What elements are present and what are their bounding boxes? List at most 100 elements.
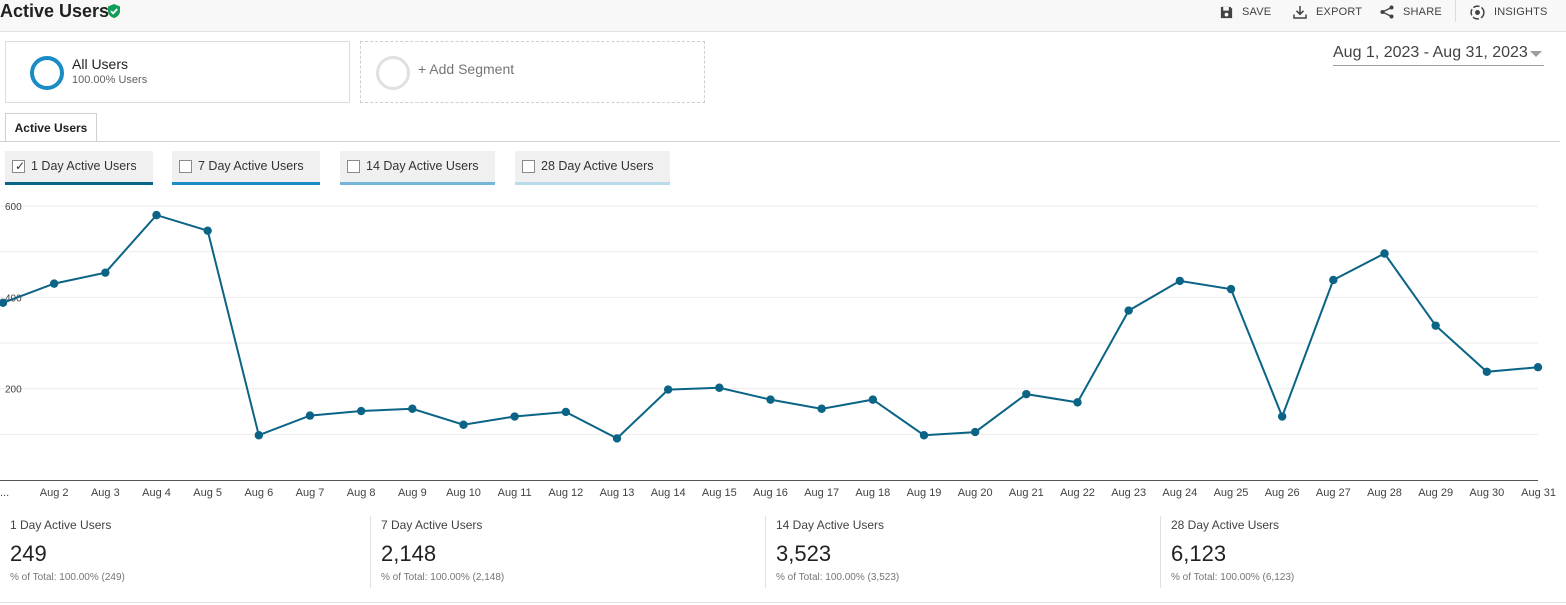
tab-active-users[interactable]: Active Users: [5, 113, 97, 142]
metric-checkbox-14day[interactable]: [347, 160, 360, 173]
date-range-text: Aug 1, 2023 - Aug 31, 2023: [1333, 44, 1528, 61]
summary-28day: 28 Day Active Users 6,123 % of Total: 10…: [1161, 516, 1561, 590]
verified-shield-icon: [108, 4, 120, 18]
data-point: [766, 395, 775, 404]
chevron-down-icon: [1530, 51, 1542, 57]
x-tick-label: Aug 14: [651, 487, 686, 499]
data-point: [1329, 275, 1338, 285]
data-point: [459, 420, 468, 429]
data-point: [408, 404, 417, 413]
metric-toggle-14day[interactable]: 14 Day Active Users: [340, 151, 495, 185]
metric-checkbox-1day[interactable]: ✓: [12, 160, 25, 173]
data-point: [1482, 367, 1492, 376]
metric-checkbox-7day[interactable]: [179, 160, 192, 173]
top-bar: [0, 0, 1566, 32]
data-point: [152, 210, 161, 220]
x-tick-label: Aug 25: [1214, 487, 1249, 499]
metric-checkbox-28day[interactable]: [522, 160, 535, 173]
x-tick-label: Aug 23: [1111, 487, 1146, 499]
summary-14day: 14 Day Active Users 3,523 % of Total: 10…: [766, 516, 1161, 590]
y-tick-label: 200: [5, 385, 22, 396]
date-range-picker[interactable]: Aug 1, 2023 - Aug 31, 2023: [1333, 44, 1544, 66]
x-tick-label: Aug 30: [1469, 487, 1504, 499]
summary-label: 14 Day Active Users: [776, 518, 885, 532]
x-tick-label: Aug 8: [347, 487, 376, 499]
metric-toggle-1day[interactable]: ✓ 1 Day Active Users: [5, 151, 153, 185]
x-tick-label: Aug 27: [1316, 487, 1351, 499]
summary-total: % of Total: 100.00% (249): [10, 572, 125, 583]
x-tick-label: Aug 15: [702, 487, 737, 499]
data-point: [0, 298, 8, 308]
metric-label-7day: 7 Day Active Users: [198, 159, 304, 173]
segment-name: All Users: [72, 56, 129, 72]
metric-label-14day: 14 Day Active Users: [366, 159, 479, 173]
data-point: [1175, 276, 1185, 286]
x-tick-label: Aug 19: [907, 487, 942, 499]
data-point: [1073, 398, 1082, 407]
data-point: [1124, 306, 1133, 315]
summary-value: 3,523: [776, 541, 832, 566]
share-button[interactable]: SHARE: [1379, 3, 1442, 21]
share-icon: [1380, 5, 1394, 19]
data-point: [612, 434, 622, 443]
data-point: [817, 404, 826, 413]
x-tick-label: Aug 17: [804, 487, 839, 499]
add-segment-button[interactable]: + Add Segment: [360, 41, 705, 103]
series-line-1day-active-users: [2, 213, 1539, 440]
summary-label: 28 Day Active Users: [1171, 518, 1280, 532]
metric-toggle-7day[interactable]: 7 Day Active Users: [172, 151, 320, 185]
data-point: [101, 268, 110, 277]
x-tick-label: Aug 29: [1418, 487, 1453, 499]
download-icon: [1293, 6, 1307, 19]
insights-icon: [1470, 4, 1485, 20]
summary-divider: [370, 516, 371, 588]
data-point: [203, 226, 212, 235]
data-point: [663, 385, 673, 394]
summary-divider: [765, 516, 766, 588]
data-point: [305, 411, 315, 420]
metric-color-bar: [172, 182, 320, 185]
save-button[interactable]: SAVE: [1219, 3, 1271, 21]
x-tick-label: Aug 28: [1367, 487, 1402, 499]
data-point: [1380, 249, 1389, 258]
metric-label-1day: 1 Day Active Users: [31, 159, 137, 173]
summary-total: % of Total: 100.00% (2,148): [381, 572, 505, 583]
data-point: [49, 279, 59, 288]
x-tick-label: Aug 13: [600, 487, 635, 499]
data-point: [1022, 389, 1031, 399]
x-tick-label: Aug 18: [855, 487, 890, 499]
data-point: [970, 427, 980, 437]
metric-color-bar: [5, 182, 153, 185]
segment-percentage: 100.00% Users: [72, 74, 148, 86]
x-tick-label: Aug 24: [1162, 487, 1197, 499]
data-point: [1533, 363, 1543, 372]
data-point: [510, 412, 519, 421]
metric-label-28day: 28 Day Active Users: [541, 159, 654, 173]
export-button[interactable]: EXPORT: [1292, 3, 1362, 21]
add-segment-label: + Add Segment: [418, 61, 515, 77]
summary-value: 2,148: [381, 541, 437, 566]
checkmark-icon: ✓: [15, 159, 26, 173]
x-tick-label: Aug 3: [91, 487, 120, 499]
x-tick-label: Aug 6: [244, 487, 273, 499]
summary-value: 249: [10, 541, 47, 566]
summary-total: % of Total: 100.00% (6,123): [1171, 572, 1295, 583]
insights-button[interactable]: INSIGHTS: [1469, 3, 1548, 21]
summary-label: 7 Day Active Users: [381, 518, 483, 532]
x-tick-label: Aug 20: [958, 487, 993, 499]
x-tick-label: Aug 12: [548, 487, 583, 499]
x-tick-label: Aug 11: [498, 487, 532, 499]
segment-all-users[interactable]: All Users 100.00% Users: [5, 41, 350, 103]
x-tick-label: Aug 5: [193, 487, 222, 499]
metric-toggle-28day[interactable]: 28 Day Active Users: [515, 151, 670, 185]
x-tick-label: Aug 31: [1521, 487, 1556, 499]
x-tick-label: Aug 2: [40, 487, 69, 499]
x-tick-label: Aug 26: [1265, 487, 1300, 499]
summary-divider: [1160, 516, 1161, 588]
toolbar-divider: [1455, 0, 1456, 22]
y-tick-label: 600: [5, 202, 22, 213]
save-icon: [1220, 6, 1233, 18]
data-point: [919, 431, 929, 440]
data-point: [715, 383, 724, 392]
